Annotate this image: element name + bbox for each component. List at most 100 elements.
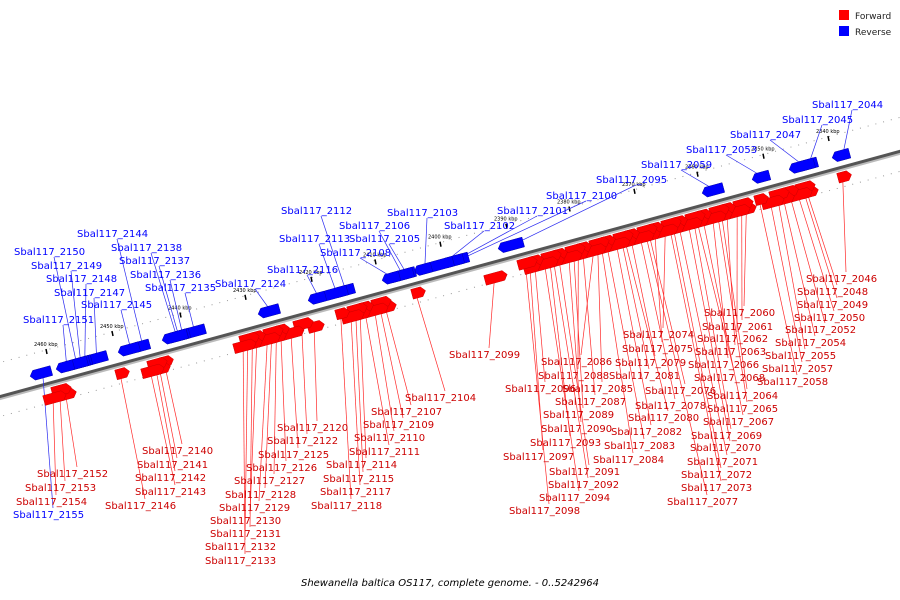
forward-gene-label[interactable]: Sbal117_2130 bbox=[210, 516, 281, 527]
forward-gene-label[interactable]: Sbal117_2081 bbox=[609, 371, 680, 382]
reverse-gene-arrow[interactable] bbox=[161, 328, 189, 345]
forward-gene-label[interactable]: Sbal117_2066 bbox=[688, 360, 759, 371]
forward-gene-label[interactable]: Sbal117_2098 bbox=[509, 506, 580, 517]
reverse-gene-arrow[interactable] bbox=[831, 147, 852, 162]
reverse-gene-label[interactable]: Sbal117_2116 bbox=[267, 265, 338, 276]
forward-gene-label[interactable]: Sbal117_2128 bbox=[225, 490, 296, 501]
forward-gene-label[interactable]: Sbal117_2068 bbox=[694, 373, 765, 384]
reverse-gene-arrow[interactable] bbox=[497, 236, 525, 253]
forward-gene-label[interactable]: Sbal117_2092 bbox=[548, 480, 619, 491]
forward-gene-arrow[interactable] bbox=[410, 286, 426, 300]
reverse-gene-label[interactable]: Sbal117_2155 bbox=[13, 510, 84, 521]
forward-gene-label[interactable]: Sbal117_2087 bbox=[555, 397, 626, 408]
forward-gene-label[interactable]: Sbal117_2058 bbox=[757, 377, 828, 388]
reverse-gene-arrow[interactable] bbox=[381, 270, 402, 285]
forward-gene-label[interactable]: Sbal117_2063 bbox=[695, 347, 766, 358]
forward-gene-label[interactable]: Sbal117_2071 bbox=[687, 457, 758, 468]
forward-gene-label[interactable]: Sbal117_2131 bbox=[210, 529, 281, 540]
forward-gene-label[interactable]: Sbal117_2110 bbox=[354, 433, 425, 444]
forward-gene-label[interactable]: Sbal117_2060 bbox=[704, 308, 775, 319]
reverse-gene-label[interactable]: Sbal117_2136 bbox=[130, 270, 201, 281]
reverse-gene-arrow[interactable] bbox=[55, 359, 76, 374]
reverse-gene-label[interactable]: Sbal117_2112 bbox=[281, 206, 352, 217]
reverse-gene-label[interactable]: Sbal117_2137 bbox=[119, 256, 190, 267]
forward-gene-label[interactable]: Sbal117_2049 bbox=[797, 300, 868, 311]
reverse-gene-label[interactable]: Sbal117_2053 bbox=[686, 145, 757, 156]
forward-gene-label[interactable]: Sbal117_2143 bbox=[135, 487, 206, 498]
forward-gene-label[interactable]: Sbal117_2088 bbox=[538, 371, 609, 382]
forward-gene-label[interactable]: Sbal117_2099 bbox=[449, 350, 520, 361]
forward-gene-arrow[interactable] bbox=[232, 338, 257, 354]
forward-gene-label[interactable]: Sbal117_2084 bbox=[593, 455, 664, 466]
reverse-gene-arrow[interactable] bbox=[29, 365, 53, 381]
forward-gene-label[interactable]: Sbal117_2122 bbox=[267, 436, 338, 447]
forward-gene-label[interactable]: Sbal117_2076 bbox=[645, 386, 716, 397]
forward-gene-label[interactable]: Sbal117_2104 bbox=[405, 393, 476, 404]
reverse-gene-label[interactable]: Sbal117_2059 bbox=[641, 160, 712, 171]
forward-gene-label[interactable]: Sbal117_2114 bbox=[326, 460, 397, 471]
reverse-gene-label[interactable]: Sbal117_2105 bbox=[349, 234, 420, 245]
reverse-gene-label[interactable]: Sbal117_2108 bbox=[320, 248, 391, 259]
forward-gene-label[interactable]: Sbal117_2140 bbox=[142, 446, 213, 457]
reverse-gene-arrow[interactable] bbox=[117, 341, 141, 357]
reverse-gene-label[interactable]: Sbal117_2138 bbox=[111, 243, 182, 254]
forward-gene-label[interactable]: Sbal117_2067 bbox=[703, 417, 774, 428]
reverse-gene-arrow[interactable] bbox=[751, 169, 772, 184]
forward-gene-arrow[interactable] bbox=[483, 270, 508, 286]
reverse-gene-label[interactable]: Sbal117_2101 bbox=[497, 206, 568, 217]
forward-gene-label[interactable]: Sbal117_2085 bbox=[562, 384, 633, 395]
forward-gene-label[interactable]: Sbal117_2082 bbox=[611, 427, 682, 438]
forward-gene-label[interactable]: Sbal117_2127 bbox=[234, 476, 305, 487]
forward-gene-label[interactable]: Sbal117_2115 bbox=[323, 474, 394, 485]
forward-gene-label[interactable]: Sbal117_2046 bbox=[806, 274, 877, 285]
forward-gene-label[interactable]: Sbal117_2078 bbox=[635, 401, 706, 412]
forward-gene-label[interactable]: Sbal117_2086 bbox=[541, 357, 612, 368]
reverse-gene-label[interactable]: Sbal117_2147 bbox=[54, 288, 125, 299]
forward-gene-label[interactable]: Sbal117_2125 bbox=[258, 450, 329, 461]
forward-gene-label[interactable]: Sbal117_2132 bbox=[205, 542, 276, 553]
forward-gene-label[interactable]: Sbal117_2109 bbox=[363, 420, 434, 431]
forward-gene-label[interactable]: Sbal117_2054 bbox=[775, 338, 846, 349]
forward-gene-arrow[interactable] bbox=[42, 390, 67, 406]
forward-gene-label[interactable]: Sbal117_2117 bbox=[320, 487, 391, 498]
forward-gene-arrow[interactable] bbox=[334, 307, 350, 321]
reverse-gene-label[interactable]: Sbal117_2149 bbox=[31, 261, 102, 272]
forward-gene-arrow[interactable] bbox=[516, 256, 538, 271]
forward-gene-label[interactable]: Sbal117_2061 bbox=[702, 322, 773, 333]
forward-gene-label[interactable]: Sbal117_2090 bbox=[541, 424, 612, 435]
reverse-gene-arrow[interactable] bbox=[413, 261, 434, 276]
reverse-gene-label[interactable]: Sbal117_2103 bbox=[387, 208, 458, 219]
reverse-gene-arrow[interactable] bbox=[257, 303, 281, 319]
reverse-gene-label[interactable]: Sbal117_2144 bbox=[77, 229, 148, 240]
reverse-gene-label[interactable]: Sbal117_2113 bbox=[279, 234, 350, 245]
reverse-gene-label[interactable]: Sbal117_2148 bbox=[46, 274, 117, 285]
forward-gene-arrow[interactable] bbox=[114, 367, 130, 381]
forward-gene-label[interactable]: Sbal117_2075 bbox=[622, 344, 693, 355]
forward-gene-label[interactable]: Sbal117_2126 bbox=[246, 463, 317, 474]
reverse-gene-label[interactable]: Sbal117_2135 bbox=[145, 283, 216, 294]
reverse-gene-arrow[interactable] bbox=[788, 157, 816, 174]
forward-gene-label[interactable]: Sbal117_2055 bbox=[765, 351, 836, 362]
forward-gene-arrow[interactable] bbox=[753, 193, 769, 206]
forward-gene-label[interactable]: Sbal117_2089 bbox=[543, 410, 614, 421]
forward-gene-label[interactable]: Sbal117_2079 bbox=[615, 358, 686, 369]
forward-gene-label[interactable]: Sbal117_2080 bbox=[628, 413, 699, 424]
forward-gene-label[interactable]: Sbal117_2120 bbox=[277, 423, 348, 434]
reverse-gene-label[interactable]: Sbal117_2106 bbox=[339, 221, 410, 232]
forward-gene-arrow[interactable] bbox=[140, 363, 165, 379]
forward-gene-label[interactable]: Sbal117_2097 bbox=[503, 452, 574, 463]
forward-gene-label[interactable]: Sbal117_2146 bbox=[105, 501, 176, 512]
forward-gene-arrow[interactable] bbox=[836, 170, 852, 184]
forward-gene-label[interactable]: Sbal117_2073 bbox=[681, 483, 752, 494]
forward-gene-label[interactable]: Sbal117_2129 bbox=[219, 503, 290, 514]
forward-gene-label[interactable]: Sbal117_2154 bbox=[16, 497, 87, 508]
forward-gene-label[interactable]: Sbal117_2118 bbox=[311, 501, 382, 512]
forward-gene-label[interactable]: Sbal117_2052 bbox=[785, 325, 856, 336]
forward-gene-label[interactable]: Sbal117_2153 bbox=[25, 483, 96, 494]
forward-gene-label[interactable]: Sbal117_2048 bbox=[797, 287, 868, 298]
reverse-gene-label[interactable]: Sbal117_2047 bbox=[730, 130, 801, 141]
reverse-gene-arrow[interactable] bbox=[307, 290, 328, 305]
reverse-gene-label[interactable]: Sbal117_2151 bbox=[23, 315, 94, 326]
reverse-gene-label[interactable]: Sbal117_2044 bbox=[812, 100, 883, 111]
forward-gene-label[interactable]: Sbal117_2062 bbox=[697, 334, 768, 345]
